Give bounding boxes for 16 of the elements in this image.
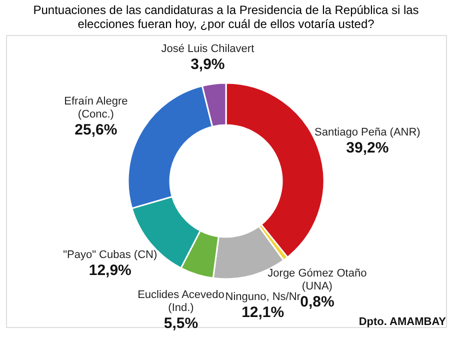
chart-title: Puntuaciones de las candidaturas a la Presidencia de la República si las elecciones fueran hoy, ¿por cuál de ellos votaría usted? [33,3,419,31]
data-label: 39,2% [346,139,389,156]
slice-label: Jorge Gómez Otaño (UNA) [268,268,367,293]
slice-label: José Luis Chilavert [161,42,254,55]
slice-label: Euclides Acevedo (Ind.) [138,288,224,314]
slice-label: "Payo" Cubas (CN) [63,248,158,261]
slice-label: Efraín Alegre (Conc.) [64,96,128,121]
slice-label: Santiago Peña (ANR) [314,126,420,138]
data-label: 25,6% [74,122,118,139]
data-label: 12,9% [88,262,132,279]
text: Dpto. AMAMBAY [358,316,447,328]
data-label: 0,8% [300,294,334,311]
slice-label: Ninguno, Ns/Nr [225,291,301,304]
data-label: 5,5% [164,314,198,332]
data-label: 3,9% [190,56,225,73]
data-label: 12,1% [242,304,284,322]
